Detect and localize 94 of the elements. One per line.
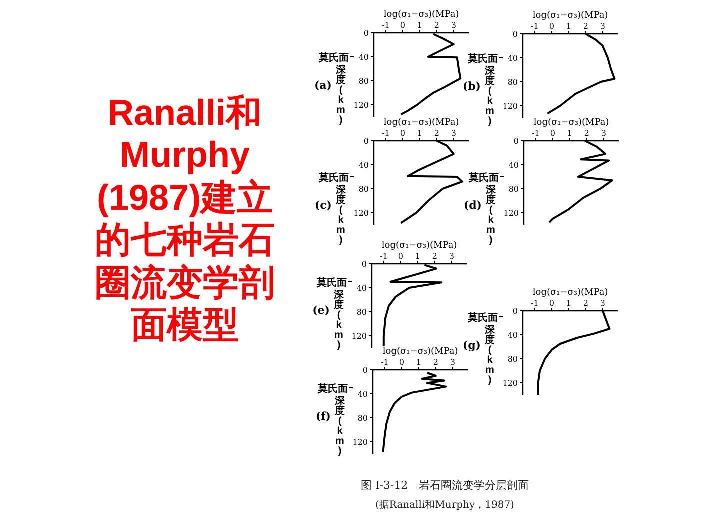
x-tick-label: 2 [432,252,438,261]
x-axis-title: log(σ₁−σ₃)(MPa) [532,288,608,298]
annotation: (d) [464,199,482,212]
x-tick-label: 1 [416,358,422,367]
x-tick-label: 2 [583,299,588,308]
x-tick-label: 3 [601,129,606,138]
y-tick-label: 40 [358,161,369,170]
ref-line-label: 莫氏面 [318,172,349,184]
x-tick-label: 2 [434,129,440,138]
x-tick-label: -1 [382,21,390,30]
x-tick-label: 0 [399,358,404,367]
text: (c) [314,199,332,212]
y-tick-label: 40 [508,54,518,63]
x-tick-label: -1 [380,252,388,261]
y-tick-label: 0 [362,366,368,375]
y-axis-title: 深度(km) [485,184,497,246]
x-tick-label: 0 [550,129,556,138]
x-axis-title: log(σ₁−σ₃)(MPa) [384,118,460,128]
y-axis-title: 深度(km) [335,64,347,126]
y-tick-label: 40 [508,161,519,170]
x-axis-title: log(σ₁−σ₃)(MPa) [534,118,610,128]
y-tick-label: 0 [512,30,518,39]
text: 图 I-3-12 岩石圈流变学分层剖面 [360,478,530,493]
x-tick-label: 3 [451,129,456,138]
x-tick-label: 1 [415,252,420,261]
y-tick-label: 80 [508,185,519,194]
y-tick-label: 0 [362,260,367,269]
y-tick-label: 0 [364,137,369,146]
x-tick-label: -1 [381,358,389,367]
ref-line-label: 莫氏面 [317,383,348,395]
y-tick-label: 40 [358,390,368,399]
y-axis-title: 深度(km) [335,184,347,246]
x-tick-label: 2 [434,21,440,30]
annotation: (g) [462,339,481,352]
y-tick-label: 80 [358,185,369,194]
y-tick-label: 120 [352,438,368,447]
x-axis-title: log(σ₁−σ₃)(MPa) [382,347,458,357]
y-tick-label: 120 [354,209,369,218]
y-tick-label: 80 [358,414,368,423]
x-tick-label: 2 [584,129,590,138]
ref-line-label: 莫氏面 [316,277,347,289]
x-tick-label: -1 [531,22,539,31]
ref-line-label: 莫氏面 [468,172,499,184]
y-axis-title: 深度(km) [333,289,345,351]
x-tick-label: -1 [382,129,390,138]
ref-line-label: 莫氏面 [318,52,349,64]
x-tick-label: -1 [532,129,540,138]
y-tick-label: 0 [514,137,519,146]
x-tick-label: 3 [600,299,606,308]
x-tick-label: 1 [417,129,422,138]
y-tick-label: 120 [352,332,367,341]
ref-line-label: 莫氏面 [467,53,498,65]
y-tick-label: 120 [502,102,518,111]
text: (据Ranalli和Murphy，1987) [374,498,516,512]
x-tick-label: 0 [400,21,406,30]
y-tick-label: 0 [364,29,369,38]
x-tick-label: 3 [600,22,606,31]
x-tick-label: 2 [583,22,588,31]
x-tick-label: 3 [450,358,456,367]
y-axis-title: 深度(km) [484,324,496,386]
text: (f) [316,410,331,423]
x-axis-title: log(σ₁−σ₃)(MPa) [532,11,608,21]
y-tick-label: 80 [508,78,518,87]
y-axis-title: 深度(km) [334,395,346,457]
text: (e) [312,304,330,317]
y-tick-label: 0 [512,307,518,316]
y-tick-label: 120 [504,209,519,218]
chart-title: Ranalli和Murphy(1987)建立的七种岩石圈流变学剖面模型 [95,92,275,346]
x-tick-label: 1 [566,22,572,31]
y-tick-label: 40 [358,53,369,62]
text: (a) [314,79,332,92]
x-tick-label: 0 [398,252,404,261]
x-axis-title: log(σ₁−σ₃)(MPa) [382,241,458,251]
x-tick-label: 1 [417,21,422,30]
ref-line-label: 莫氏面 [467,312,498,324]
y-tick-label: 120 [354,101,369,110]
x-tick-label: 3 [451,21,456,30]
y-axis-title: 深度(km) [484,65,496,127]
x-tick-label: 2 [433,358,438,367]
x-tick-label: 0 [549,299,554,308]
x-tick-label: 3 [449,252,454,261]
y-tick-label: 120 [502,379,518,388]
x-tick-label: 1 [567,129,572,138]
x-tick-label: 1 [566,299,572,308]
x-tick-label: 0 [400,129,406,138]
x-tick-label: 0 [549,22,554,31]
y-tick-label: 80 [356,308,367,317]
annotation: (b) [462,80,481,93]
y-tick-label: 40 [508,331,518,340]
x-axis-title: log(σ₁−σ₃)(MPa) [384,10,460,20]
y-tick-label: 80 [508,355,518,364]
x-tick-label: -1 [531,299,539,308]
y-tick-label: 40 [356,284,367,293]
y-tick-label: 80 [358,77,369,86]
